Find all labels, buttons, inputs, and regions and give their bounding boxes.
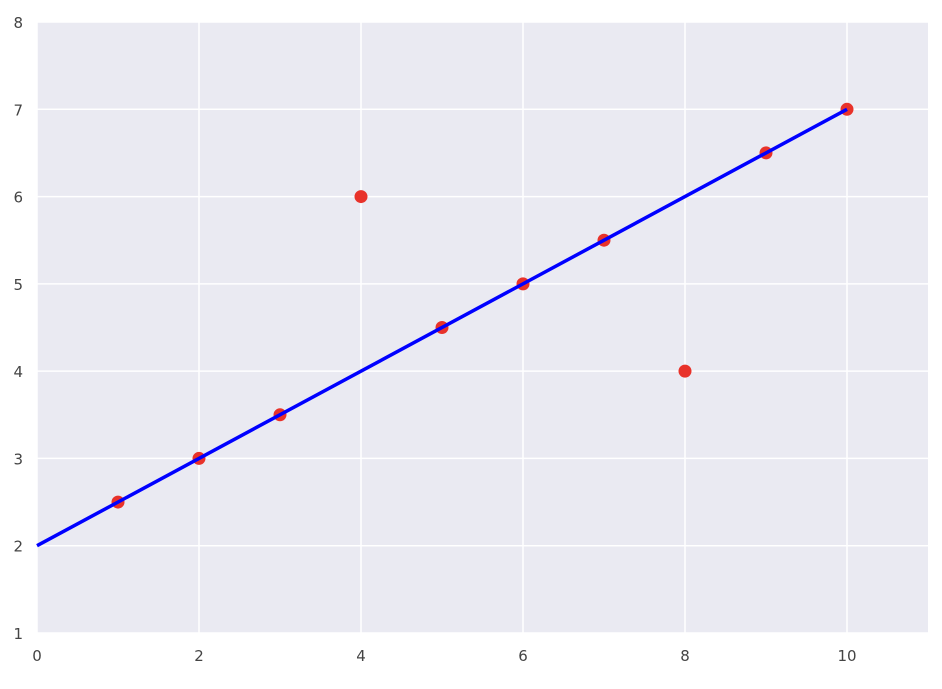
x-tick-label: 6 [518, 647, 528, 665]
data-marks [36, 102, 854, 548]
data-point [354, 190, 368, 204]
x-tick-label: 4 [356, 647, 366, 665]
plot-area [37, 22, 928, 633]
y-axis-ticks: 1 2 3 4 5 6 7 8 [13, 14, 23, 643]
y-tick-label: 5 [13, 276, 23, 294]
fit-line [36, 107, 848, 548]
y-tick-label: 2 [13, 538, 23, 556]
y-tick-label: 4 [13, 363, 23, 381]
y-tick-label: 3 [13, 450, 23, 468]
y-tick-label: 6 [13, 189, 23, 207]
grid [36, 21, 928, 634]
x-tick-label: 8 [680, 647, 690, 665]
x-tick-label: 2 [194, 647, 204, 665]
x-tick-label: 10 [837, 647, 856, 665]
y-tick-label: 8 [13, 14, 23, 32]
y-tick-label: 1 [13, 625, 23, 643]
x-axis-ticks: 0 2 4 6 8 10 [32, 647, 856, 665]
x-tick-label: 0 [32, 647, 42, 665]
data-point [678, 364, 692, 378]
y-tick-label: 7 [13, 101, 23, 119]
